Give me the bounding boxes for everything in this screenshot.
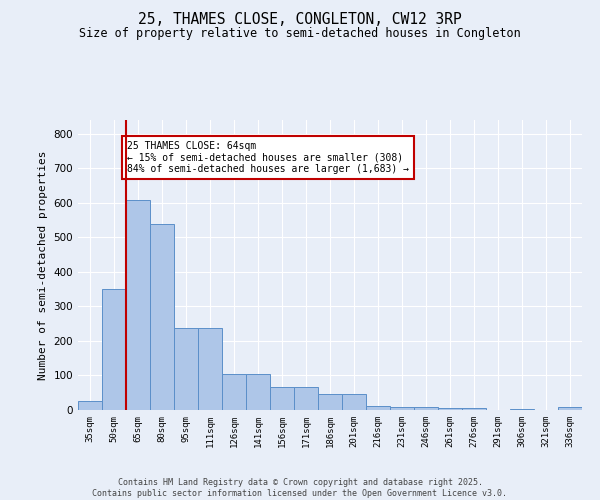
Bar <box>558 407 582 410</box>
Bar <box>390 407 414 410</box>
Bar <box>246 374 270 410</box>
Bar <box>198 328 222 410</box>
Bar <box>126 200 150 410</box>
Bar <box>414 407 438 410</box>
Text: Contains HM Land Registry data © Crown copyright and database right 2025.
Contai: Contains HM Land Registry data © Crown c… <box>92 478 508 498</box>
Text: 25 THAMES CLOSE: 64sqm
← 15% of semi-detached houses are smaller (308)
84% of se: 25 THAMES CLOSE: 64sqm ← 15% of semi-det… <box>127 140 409 174</box>
Bar <box>102 289 126 410</box>
Y-axis label: Number of semi-detached properties: Number of semi-detached properties <box>38 150 48 380</box>
Text: 25, THAMES CLOSE, CONGLETON, CW12 3RP: 25, THAMES CLOSE, CONGLETON, CW12 3RP <box>138 12 462 28</box>
Bar <box>174 328 198 410</box>
Bar <box>78 400 102 410</box>
Bar <box>342 394 366 410</box>
Bar <box>222 374 246 410</box>
Text: Size of property relative to semi-detached houses in Congleton: Size of property relative to semi-detach… <box>79 28 521 40</box>
Bar <box>366 406 390 410</box>
Bar <box>462 408 486 410</box>
Bar <box>270 387 294 410</box>
Bar <box>438 408 462 410</box>
Bar <box>294 387 318 410</box>
Bar <box>150 224 174 410</box>
Bar <box>318 394 342 410</box>
